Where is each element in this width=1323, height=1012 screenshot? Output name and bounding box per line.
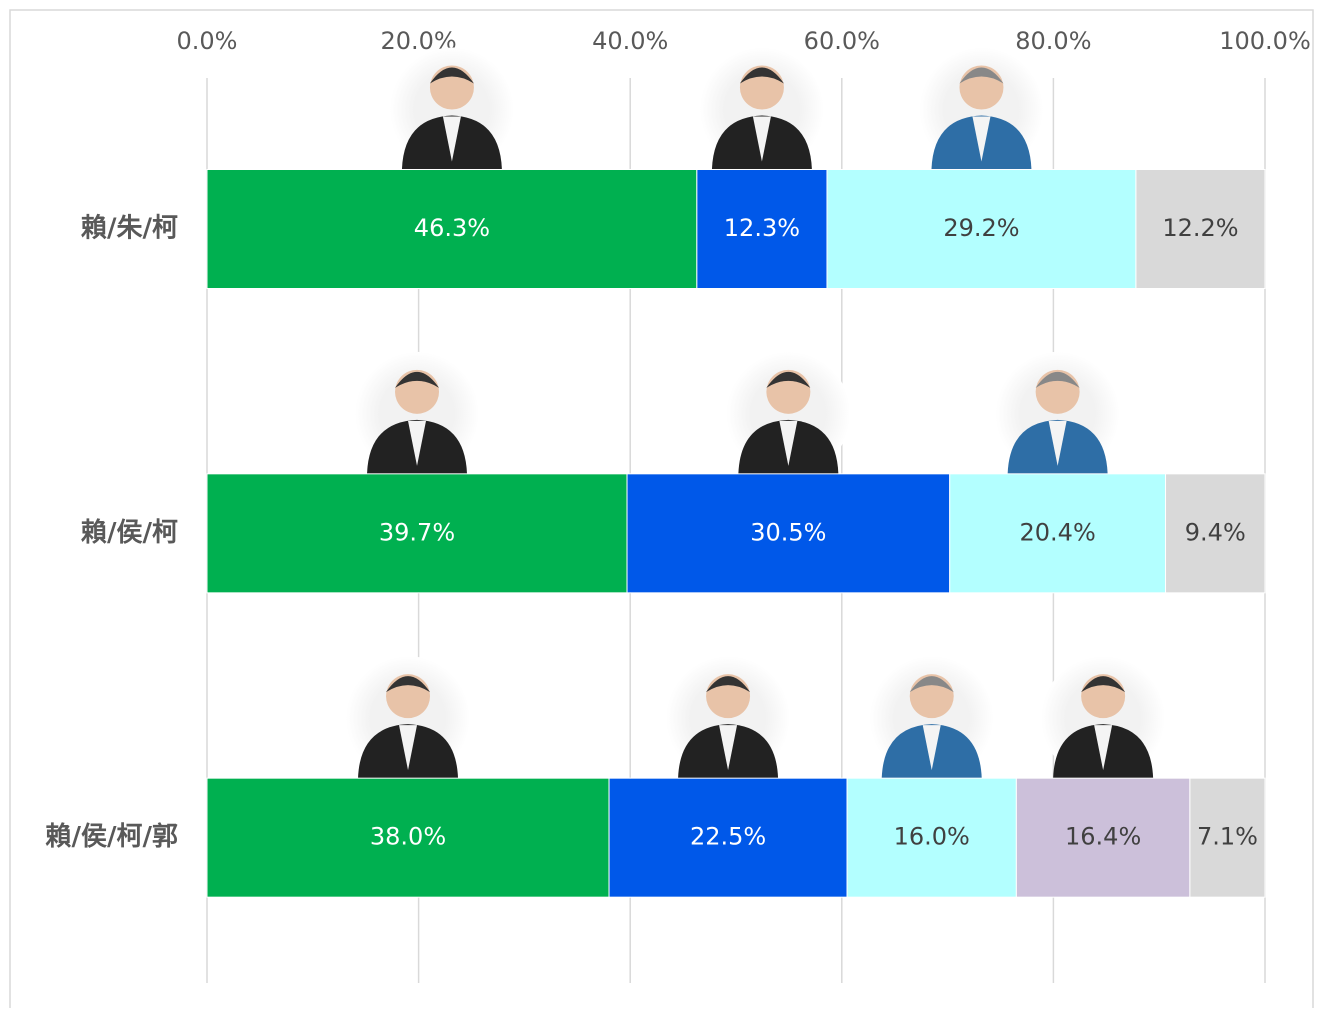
value-label: 29.2% [943, 214, 1019, 242]
value-label: 46.3% [414, 214, 490, 242]
x-tick-label: 100.0% [1219, 27, 1311, 55]
value-label: 12.2% [1162, 214, 1238, 242]
page: {"chart_data": {"type": "stacked-barh", … [0, 0, 1323, 1012]
x-tick-label: 0.0% [177, 27, 238, 55]
value-label: 22.5% [690, 823, 766, 851]
value-label: 39.7% [379, 518, 455, 546]
x-tick-label: 60.0% [804, 27, 880, 55]
chart: 0.0%20.0%40.0%60.0%80.0%100.0%賴/朱/柯46.3%… [0, 0, 1323, 1008]
value-label: 16.4% [1065, 823, 1141, 851]
value-label: 20.4% [1020, 518, 1096, 546]
candidate-photo [919, 48, 1043, 172]
candidate-photo [666, 656, 790, 780]
value-label: 16.0% [894, 823, 970, 851]
value-label: 12.3% [724, 214, 800, 242]
y-tick-label: 賴/侯/柯 [81, 518, 178, 548]
candidate-photo [346, 656, 470, 780]
candidate-photo [390, 48, 514, 172]
x-tick-label: 40.0% [592, 27, 668, 55]
y-tick-label: 賴/侯/柯/郭 [46, 822, 179, 852]
candidate-photo [996, 352, 1120, 476]
candidate-photo [870, 656, 994, 780]
value-label: 30.5% [750, 518, 826, 546]
candidate-photo [726, 352, 850, 476]
y-tick-label: 賴/朱/柯 [81, 214, 178, 244]
value-label: 7.1% [1197, 823, 1258, 851]
candidate-photo [355, 352, 479, 476]
x-tick-label: 80.0% [1015, 27, 1091, 55]
candidate-photo [1041, 656, 1165, 780]
candidate-photo [700, 48, 824, 172]
value-label: 9.4% [1185, 518, 1246, 546]
value-label: 38.0% [370, 823, 446, 851]
